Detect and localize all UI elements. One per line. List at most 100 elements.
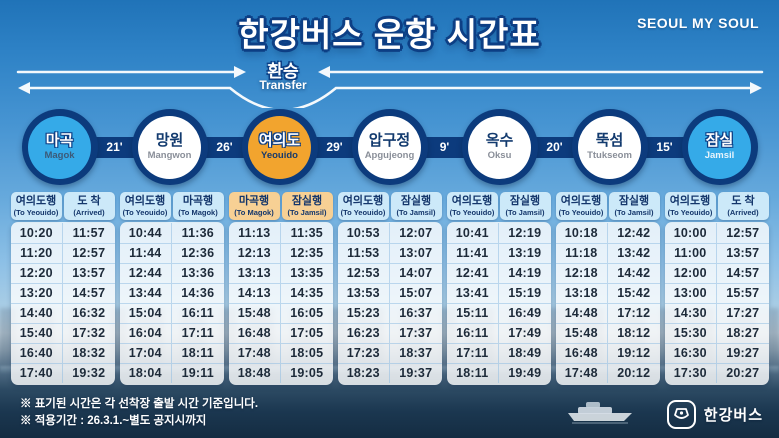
time-cell: 19:49 (508, 366, 542, 381)
station-name-en: Jamsil (704, 149, 735, 161)
time-cell: 13:20 (11, 283, 63, 303)
seoul-my-soul-logo: SEOUL MY SOUL (637, 15, 759, 31)
time-cell: 17:40 (11, 363, 63, 383)
time-cell: 11:36 (181, 225, 214, 240)
station-name-ko: 여의도 (258, 132, 301, 150)
time-cell: 17:11 (447, 343, 499, 363)
station-circle-inner: 잠실 Jamsil (688, 115, 751, 179)
column-header-ko: 도 착 (77, 195, 101, 207)
time-cell: 12:41 (447, 263, 499, 283)
time-cell: 13:00 (665, 283, 717, 303)
time-cell: 14:07 (399, 266, 433, 281)
time-cell: 13:53 (338, 283, 390, 303)
table-row: 15:40 17:32 (10, 322, 115, 343)
column-header-ko: 도 착 (731, 195, 755, 207)
timetable-header: 여의도행 (To Yeouido) 도 착 (Arrived) (664, 192, 769, 220)
table-row: 15:30 18:27 (664, 322, 769, 343)
time-cell: 18:12 (617, 326, 651, 341)
column-header: 잠실행 (To Jamsil) (390, 192, 442, 220)
time-cell: 12:57 (72, 246, 106, 261)
time-cell: 11:35 (290, 225, 323, 240)
time-cell: 11:13 (229, 222, 281, 243)
time-cell: 18:49 (508, 346, 542, 361)
column-header-en: (To Yeouido) (13, 207, 59, 217)
time-cell: 17:30 (665, 363, 717, 383)
table-row: 13:41 15:19 (446, 282, 551, 303)
time-cell: 10:18 (556, 222, 608, 243)
time-cell: 19:37 (399, 366, 433, 381)
time-cell: 15:48 (556, 323, 608, 343)
time-cell: 14:40 (11, 303, 63, 323)
station-circle-inner: 뚝섬 Ttukseom (578, 115, 641, 179)
station-name-ko: 마곡 (45, 132, 74, 150)
time-cell: 12:19 (508, 225, 542, 240)
table-row: 13:00 15:57 (664, 282, 769, 303)
column-header-ko: 여의도행 (15, 195, 57, 207)
column-header-ko: 여의도행 (342, 195, 384, 207)
time-cell: 19:32 (72, 366, 106, 381)
time-cell: 12:53 (338, 263, 390, 283)
time-cell: 11:41 (447, 243, 499, 263)
time-cell: 16:49 (508, 306, 542, 321)
timetable-oksu: 여의도행 (To Yeouido) 잠실행 (To Jamsil) 10:41 12:19… (446, 192, 551, 385)
table-row: 11:00 13:57 (664, 242, 769, 263)
column-header-ko: 여의도행 (124, 195, 166, 207)
table-row: 11:18 13:42 (555, 242, 660, 263)
table-row: 13:13 13:35 (228, 262, 333, 283)
timetable-header: 마곡행 (To Magok) 잠실행 (To Jamsil) (228, 192, 333, 220)
column-header: 잠실행 (To Jamsil) (281, 192, 333, 220)
transfer-route-arrows (16, 66, 764, 108)
time-cell: 17:04 (120, 343, 172, 363)
timetable-body: 10:20 11:57 11:20 12:57 12:20 13:57 13:20 14:57… (10, 221, 115, 385)
table-row: 18:11 19:49 (446, 362, 551, 383)
column-header: 여의도행 (To Yeouido) (555, 192, 607, 220)
column-header: 여의도행 (To Yeouido) (446, 192, 498, 220)
hangang-bus-logo: 한강버스 (666, 400, 763, 429)
time-cell: 13:13 (229, 263, 281, 283)
timetable-body: 11:13 11:35 12:13 12:35 13:13 13:35 14:13 14:35… (228, 221, 333, 385)
time-cell: 10:44 (120, 222, 172, 243)
table-row: 17:48 18:05 (228, 342, 333, 363)
hangang-bus-icon (666, 400, 696, 429)
time-cell: 13:57 (726, 246, 760, 261)
table-row: 12:41 14:19 (446, 262, 551, 283)
time-cell: 19:05 (290, 366, 324, 381)
time-cell: 18:37 (399, 346, 433, 361)
table-row: 14:40 16:32 (10, 302, 115, 323)
time-cell: 16:23 (338, 323, 390, 343)
timetable-body: 10:53 12:07 11:53 13:07 12:53 14:07 13:53 15:07… (337, 221, 442, 385)
time-cell: 16:30 (665, 343, 717, 363)
time-cell: 12:18 (556, 263, 608, 283)
time-cell: 20:27 (726, 366, 760, 381)
time-cell: 15:30 (665, 323, 717, 343)
station-name-ko: 망원 (155, 132, 184, 150)
time-cell: 17:27 (726, 306, 760, 321)
table-row: 13:53 15:07 (337, 282, 442, 303)
time-cell: 13:42 (617, 246, 651, 261)
column-header-ko: 여의도행 (560, 195, 602, 207)
column-header: 마곡행 (To Magok) (228, 192, 280, 220)
station-name-ko: 뚝섬 (595, 132, 624, 150)
table-row: 12:20 13:57 (10, 262, 115, 283)
table-row: 16:11 17:49 (446, 322, 551, 343)
timetable-mangwon: 여의도행 (To Yeouido) 마곡행 (To Magok) 10:44 11:36 1… (119, 192, 224, 385)
table-row: 12:00 14:57 (664, 262, 769, 283)
time-cell: 11:00 (665, 243, 717, 263)
column-header-en: (To Jamsil) (614, 207, 654, 217)
time-cell: 12:07 (399, 225, 433, 240)
column-header: 도 착 (Arrived) (63, 192, 115, 220)
time-cell: 11:20 (11, 243, 63, 263)
time-cell: 11:18 (556, 243, 608, 263)
time-cell: 14:30 (665, 303, 717, 323)
station-circle-inner: 옥수 Oksu (468, 115, 531, 179)
time-cell: 12:20 (11, 263, 63, 283)
time-cell: 11:53 (338, 243, 390, 263)
time-cell: 16:11 (447, 323, 499, 343)
table-row: 12:13 12:35 (228, 242, 333, 263)
time-cell: 16:37 (399, 306, 433, 321)
station-circle-oksu: 옥수 Oksu (461, 109, 538, 185)
table-row: 10:44 11:36 (120, 222, 224, 243)
station-name-en: Apgujeong (364, 149, 415, 161)
time-cell: 14:13 (229, 283, 281, 303)
table-row: 15:48 16:05 (228, 302, 333, 323)
